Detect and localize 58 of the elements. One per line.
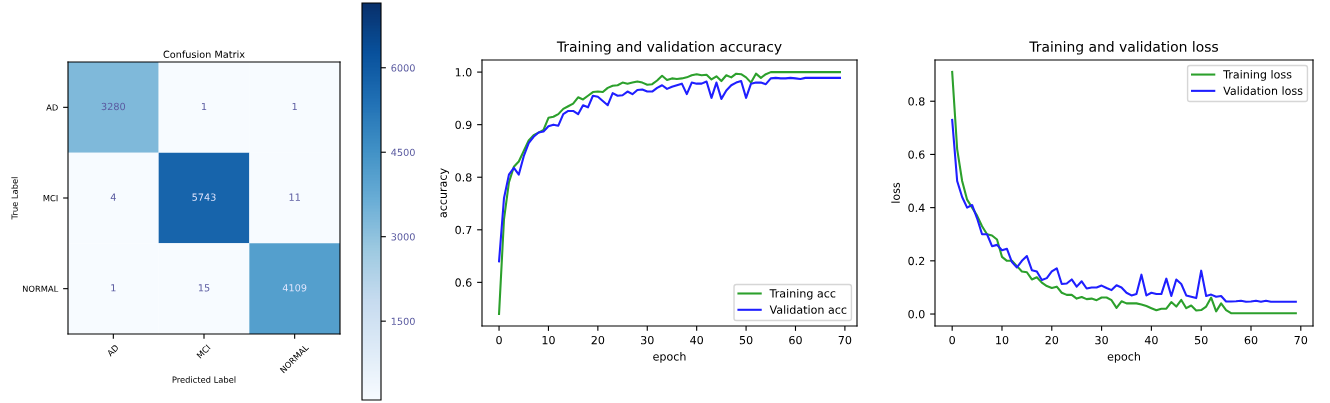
line-series xyxy=(498,76,841,263)
legend-label: Training acc xyxy=(769,288,836,300)
x-tick-label: 0 xyxy=(949,335,955,345)
data-label: 11 xyxy=(289,193,300,201)
data-label: 4109 xyxy=(282,284,307,292)
x-tick-label: 30 xyxy=(1095,335,1108,345)
x-tick-label: 20 xyxy=(591,335,605,345)
x-tick-label: 20 xyxy=(1045,335,1059,345)
x-tick-label: 30 xyxy=(641,335,654,345)
line-series xyxy=(951,118,1297,303)
x-tick-label: 60 xyxy=(1244,335,1258,345)
y-tick-label: 0.0 xyxy=(908,310,925,319)
x-axis-title: Predicted Label xyxy=(172,376,236,383)
data-label: 5743 xyxy=(192,193,216,201)
x-tick-label: 60 xyxy=(789,335,802,345)
y-tick-label: 0.4 xyxy=(908,203,925,213)
y-tick-label: MCI xyxy=(43,194,58,202)
data-label: 4 xyxy=(110,193,116,201)
color-bar-label: 3000 xyxy=(391,233,415,241)
y-tick-label: 1.0 xyxy=(455,68,472,77)
x-axis-title: epoch xyxy=(653,352,686,363)
y-tick-label: 0.7 xyxy=(455,225,472,235)
x-tick-label: 70 xyxy=(1294,335,1308,345)
chart-title: Training and validation accuracy xyxy=(556,41,782,55)
x-tick-label: 40 xyxy=(1144,335,1158,345)
y-tick-label: 0.9 xyxy=(455,120,472,130)
legend-label: Validation loss xyxy=(1223,86,1303,95)
color-bar-label: 6000 xyxy=(391,64,415,72)
x-tick-label: 10 xyxy=(542,335,555,345)
legend-label: Training loss xyxy=(1223,70,1292,81)
y-axis-title: True Label xyxy=(11,177,18,220)
x-tick-label: 10 xyxy=(996,335,1009,345)
x-axis-title: epoch xyxy=(1107,352,1140,363)
y-axis-title: accuracy xyxy=(440,168,450,218)
y-tick-label: 0.2 xyxy=(908,256,925,266)
y-tick-label: 0.6 xyxy=(908,150,925,159)
chart-title: Confusion Matrix xyxy=(163,50,245,58)
data-label: 3280 xyxy=(101,102,126,111)
x-tick-label: 50 xyxy=(739,335,753,345)
legend-label: Validation acc xyxy=(769,305,847,314)
color-bar-label: 1500 xyxy=(391,317,415,325)
data-label: 15 xyxy=(198,284,210,292)
data-label: 1 xyxy=(292,102,297,111)
x-tick-label: 0 xyxy=(496,335,502,345)
data-label: 1 xyxy=(111,284,116,292)
y-tick-label: 0.8 xyxy=(455,173,472,182)
x-tick-label: 50 xyxy=(1194,335,1208,345)
y-tick-label: AD xyxy=(46,104,58,111)
y-tick-label: 0.8 xyxy=(908,97,925,106)
x-tick-label: AD xyxy=(106,344,119,357)
y-tick-label: 0.6 xyxy=(455,278,472,287)
color-bar-label: 4500 xyxy=(391,148,415,157)
y-tick-label: NORMAL xyxy=(22,285,59,292)
x-tick-label: 70 xyxy=(838,335,852,345)
chart-title: Training and validation loss xyxy=(1029,41,1219,55)
y-axis-title: loss xyxy=(891,182,900,203)
x-tick-label: 40 xyxy=(690,335,704,345)
data-label: 1 xyxy=(201,102,207,111)
